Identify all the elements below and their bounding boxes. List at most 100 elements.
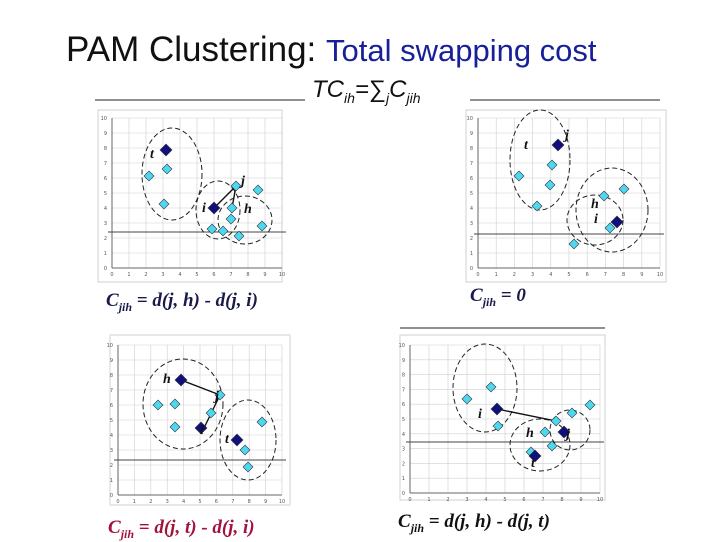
data-point <box>256 220 268 232</box>
y-tick-label: 8 <box>110 373 113 379</box>
y-tick-label: 8 <box>104 146 107 152</box>
x-tick-label: 5 <box>195 272 198 278</box>
point-label-h: h <box>244 202 252 217</box>
data-point <box>206 223 218 235</box>
point-label-t: t <box>150 147 155 162</box>
x-tick-label: 7 <box>604 272 607 278</box>
point-label-h: h <box>526 426 534 441</box>
x-tick-label: 10 <box>657 272 663 278</box>
data-point <box>169 398 181 410</box>
data-point <box>550 415 562 427</box>
y-tick-label: 2 <box>402 461 405 467</box>
panel-frame <box>97 109 283 283</box>
x-tick-label: 7 <box>541 497 544 503</box>
x-tick-label: 5 <box>567 272 570 278</box>
y-tick-label: 5 <box>402 417 405 423</box>
point-label-j: j <box>563 128 569 143</box>
y-tick-label: 5 <box>104 191 107 197</box>
point-label-j: j <box>564 427 570 442</box>
eq-sub: jih <box>482 294 497 309</box>
y-tick-label: 9 <box>402 358 405 364</box>
x-tick-label: 1 <box>495 272 498 278</box>
data-point <box>531 200 543 212</box>
x-tick-label: 3 <box>161 272 164 278</box>
y-tick-label: 3 <box>110 448 113 454</box>
x-tick-label: 1 <box>427 497 430 503</box>
data-point <box>161 163 173 175</box>
y-tick-label: 3 <box>104 221 107 227</box>
x-tick-label: 0 <box>408 497 411 503</box>
y-tick-label: 7 <box>110 388 113 394</box>
y-tick-label: 6 <box>110 403 113 409</box>
medoid-point <box>207 201 221 215</box>
eq-rest: = d(j, h) - d(j, i) <box>132 290 258 311</box>
y-tick-label: 2 <box>110 463 113 469</box>
medoid-point <box>557 425 571 439</box>
x-tick-label: 9 <box>640 272 643 278</box>
y-tick-label: 5 <box>470 191 473 197</box>
y-tick-label: 4 <box>470 206 473 212</box>
y-tick-label: 2 <box>470 236 473 242</box>
x-tick-label: 7 <box>229 272 232 278</box>
total-cost-formula: TCih=∑jCjih <box>312 76 421 106</box>
point-label-t: t <box>531 456 536 471</box>
data-point <box>230 180 242 192</box>
data-point <box>233 230 245 242</box>
data-point <box>226 202 238 214</box>
x-tick-label: 3 <box>166 499 169 505</box>
x-tick-label: 4 <box>549 272 552 278</box>
data-point <box>214 389 226 401</box>
y-tick-label: 7 <box>104 161 107 167</box>
data-point <box>485 381 497 393</box>
data-point <box>544 179 556 191</box>
formula-left: TC <box>312 76 344 103</box>
data-point <box>252 184 264 196</box>
equation-bottom-left: Cjih = d(j, t) - d(j, i) <box>108 517 255 542</box>
y-tick-label: 1 <box>402 476 405 482</box>
x-tick-label: 8 <box>248 499 251 505</box>
medoid-point <box>159 143 173 157</box>
y-tick-label: 1 <box>110 478 113 484</box>
x-tick-label: 6 <box>586 272 589 278</box>
point-label-h: h <box>591 197 599 212</box>
eq-sub: jih <box>410 520 425 535</box>
eq-sub: jih <box>120 526 135 541</box>
title-subtitle: Total swapping cost <box>326 33 597 68</box>
x-tick-label: 6 <box>522 497 525 503</box>
x-tick-label: 7 <box>231 499 234 505</box>
equation-top-left: Cjih = d(j, h) - d(j, i) <box>106 290 258 315</box>
data-point <box>242 461 254 473</box>
x-tick-label: 2 <box>446 497 449 503</box>
y-tick-label: 9 <box>104 131 107 137</box>
y-tick-label: 7 <box>402 387 405 393</box>
x-tick-label: 8 <box>560 497 563 503</box>
data-point <box>205 407 217 419</box>
cluster-boundary <box>575 167 649 253</box>
data-point <box>152 399 164 411</box>
equation-bottom-right: Cjih = d(j, h) - d(j, t) <box>398 511 550 536</box>
y-tick-label: 3 <box>470 221 473 227</box>
equation-top-right: Cjih = 0 <box>470 285 526 310</box>
medoid-point <box>174 373 188 387</box>
y-tick-label: 0 <box>110 493 113 499</box>
x-tick-label: 10 <box>279 272 285 278</box>
cluster-boundary <box>141 127 203 221</box>
y-tick-label: 10 <box>101 116 107 122</box>
y-tick-label: 0 <box>470 266 473 272</box>
x-tick-label: 5 <box>198 499 201 505</box>
data-point <box>217 225 229 237</box>
formula-equals: = <box>354 76 369 103</box>
data-point <box>546 440 558 452</box>
x-tick-label: 3 <box>531 272 534 278</box>
data-point <box>158 198 170 210</box>
data-point <box>618 183 630 195</box>
x-tick-label: 1 <box>133 499 136 505</box>
y-tick-label: 1 <box>104 251 107 257</box>
eq-c: C <box>398 511 411 532</box>
point-label-j: j <box>239 174 245 189</box>
medoid-point <box>490 402 504 416</box>
data-point <box>539 426 551 438</box>
eq-c: C <box>108 517 121 538</box>
